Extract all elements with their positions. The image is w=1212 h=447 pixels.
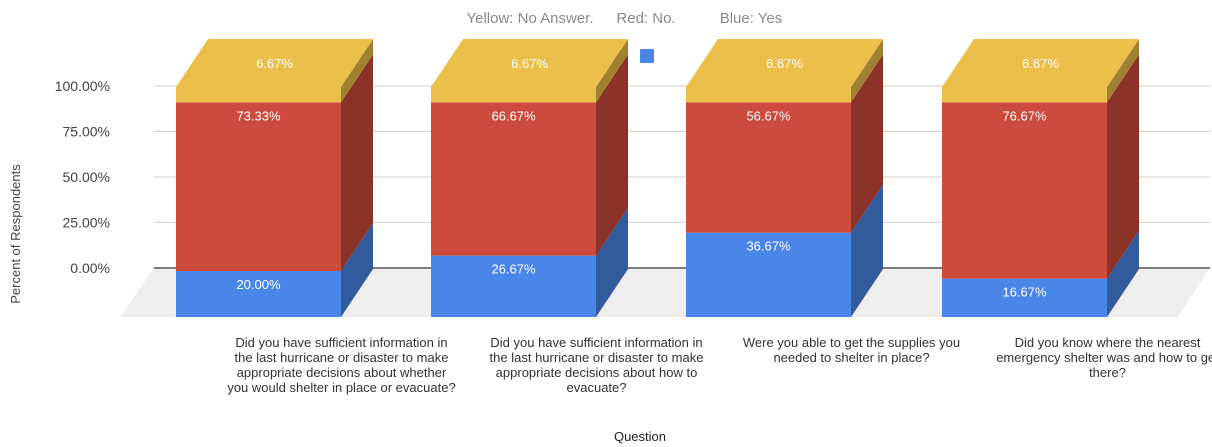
floor-plane xyxy=(120,268,1210,317)
bar-top-no_answer xyxy=(686,38,883,87)
category-label-line: you would shelter in place or evacuate? xyxy=(227,380,455,395)
bar-segment-no_answer xyxy=(686,86,851,103)
bar-side-yes xyxy=(851,184,883,317)
bar-side-yes xyxy=(596,207,628,317)
y-tick-label: 25.00% xyxy=(63,215,110,231)
bar-side-no_answer xyxy=(341,39,373,103)
category-label: Did you know where the nearest emergency … xyxy=(996,335,1212,380)
bar-segment-no_answer xyxy=(176,87,341,103)
y-tick-label: 0.00% xyxy=(70,260,110,276)
bar-side-no xyxy=(851,54,883,233)
category-label: Were you able to get the supplies you nee… xyxy=(743,335,960,365)
bar-stack: 26.67% 66.67% 6.67% xyxy=(431,38,628,317)
x-axis-title: Question xyxy=(614,429,666,444)
bar-segment-no xyxy=(942,102,1107,279)
bars: 20.00%73.33%6.67%26.67%66.67%6.67%36.67%… xyxy=(176,38,1139,317)
category-label: Did you have sufficient information in th… xyxy=(490,335,704,395)
data-label-no_answer: 6.67% xyxy=(1022,56,1059,71)
data-label-yes: 26.67% xyxy=(491,262,536,277)
subtitle-no: Red: No. xyxy=(616,10,675,27)
bar-top-no_answer xyxy=(176,39,373,87)
category-label-line: appropriate decisions about whether xyxy=(237,365,447,380)
bar-segment-no xyxy=(431,102,596,256)
y-axis-ticks: 100.00% 75.00% 50.00% 25.00% 0.00% xyxy=(55,78,110,276)
bar-segment-no_answer xyxy=(942,86,1107,103)
data-label-no: 66.67% xyxy=(491,108,536,123)
bar-side-no xyxy=(341,54,373,271)
data-label-no_answer: 6.67% xyxy=(256,56,293,71)
bar-stack: 16.67% 76.67% 6.67% xyxy=(942,38,1139,317)
category-label-line: evacuate? xyxy=(567,380,627,395)
data-label-yes: 16.67% xyxy=(1002,285,1047,300)
data-label-no: 76.67% xyxy=(1002,108,1047,123)
legend-swatch-yes xyxy=(640,49,654,63)
category-label-line: appropriate decisions about how to xyxy=(496,365,698,380)
data-label-no_answer: 6.67% xyxy=(511,56,548,71)
category-labels: Did you have sufficient information in th… xyxy=(227,335,1212,395)
bar-side-no_answer xyxy=(596,38,628,103)
bar-segment-yes xyxy=(686,232,851,317)
subtitle-no-answer: Yellow: No Answer. xyxy=(466,10,593,27)
y-axis-title: Percent of Respondents xyxy=(8,164,23,304)
bar-segment-no xyxy=(686,102,851,233)
bar-segment-yes xyxy=(176,271,341,317)
bar-segment-no xyxy=(176,102,341,271)
bar-side-yes xyxy=(1107,230,1139,317)
category-label: Did you have sufficient information in th… xyxy=(227,335,455,395)
chart-floor xyxy=(120,268,1210,317)
y-tick-label: 50.00% xyxy=(63,169,110,185)
bar-top-no_answer xyxy=(431,38,628,87)
data-label-no: 56.67% xyxy=(746,108,791,123)
y-tick-label: 100.00% xyxy=(55,78,110,94)
category-label-line: the last hurricane or disaster to make xyxy=(490,350,704,365)
data-label-yes: 20.00% xyxy=(236,277,281,292)
category-label-line: Were you able to get the supplies you xyxy=(743,335,960,350)
category-label-line: Did you know where the nearest xyxy=(1015,335,1201,350)
subtitle-yes: Blue: Yes xyxy=(720,10,783,27)
data-label-yes: 36.67% xyxy=(746,239,791,254)
y-tick-label: 75.00% xyxy=(63,124,110,140)
bar-side-no_answer xyxy=(1107,38,1139,103)
bar-side-yes xyxy=(341,223,373,317)
bar-side-no_answer xyxy=(851,38,883,103)
category-label-line: the last hurricane or disaster to make xyxy=(235,350,449,365)
data-label-no: 73.33% xyxy=(236,108,281,123)
category-label-line: needed to shelter in place? xyxy=(773,350,929,365)
category-label-line: Did you have sufficient information in xyxy=(490,335,702,350)
category-label-line: there? xyxy=(1089,365,1126,380)
bar-segment-no_answer xyxy=(431,86,596,103)
bar-top-no_answer xyxy=(942,38,1139,87)
bar-side-no xyxy=(596,54,628,256)
category-label-line: emergency shelter was and how to get xyxy=(996,350,1212,365)
bar-stack: 20.00% 73.33% 6.67% xyxy=(176,39,373,317)
bar-stack: 36.67% 56.67% 6.67% xyxy=(686,38,883,317)
bar-segment-yes xyxy=(431,255,596,317)
bar-side-no xyxy=(1107,54,1139,279)
bar-segment-yes xyxy=(942,278,1107,317)
data-label-no_answer: 6.67% xyxy=(766,56,803,71)
category-label-line: Did you have sufficient information in xyxy=(235,335,447,350)
